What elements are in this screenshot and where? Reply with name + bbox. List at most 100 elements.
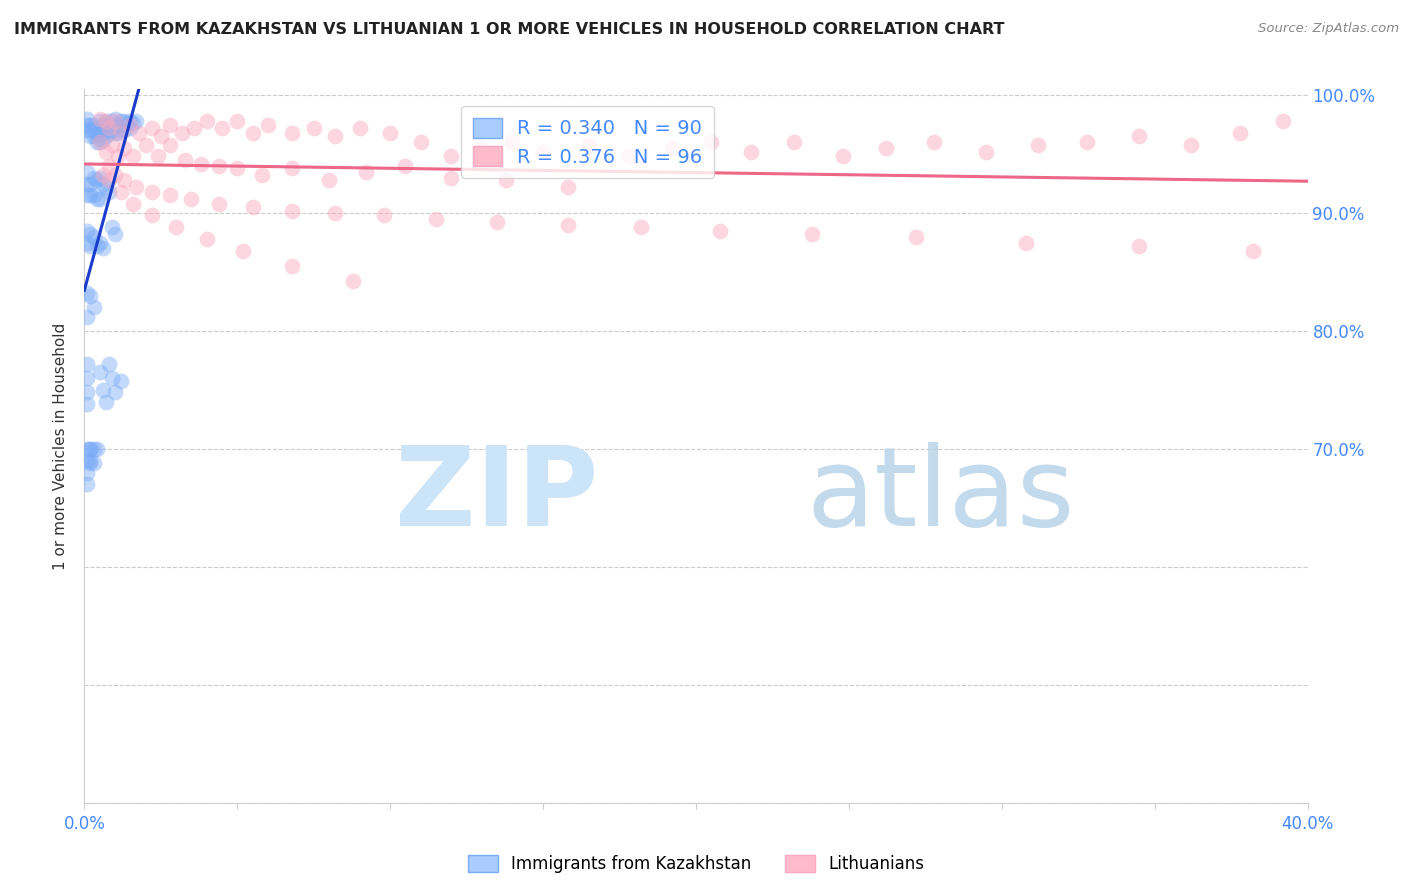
Point	[1028, 137, 1050, 152]
Point	[281, 161, 304, 176]
Point	[89, 136, 111, 150]
Point	[112, 141, 135, 155]
Point	[76, 310, 98, 324]
Point	[165, 220, 187, 235]
Point	[557, 180, 579, 194]
Point	[94, 145, 117, 159]
Point	[86, 127, 108, 141]
Point	[79, 129, 101, 144]
Point	[97, 185, 120, 199]
Point	[107, 118, 129, 132]
Point	[486, 215, 509, 229]
Point	[104, 126, 127, 140]
Point	[89, 112, 111, 126]
Point	[924, 136, 946, 150]
Point	[146, 149, 169, 163]
Point	[76, 165, 98, 179]
Point	[83, 123, 105, 137]
Point	[76, 235, 98, 250]
Point	[112, 114, 135, 128]
Point	[1180, 137, 1202, 152]
Text: IMMIGRANTS FROM KAZAKHSTAN VS LITHUANIAN 1 OR MORE VEHICLES IN HOUSEHOLD CORRELA: IMMIGRANTS FROM KAZAKHSTAN VS LITHUANIAN…	[14, 22, 1004, 37]
Point	[502, 136, 524, 150]
Point	[195, 114, 218, 128]
Point	[281, 203, 304, 218]
Point	[79, 123, 101, 137]
Point	[86, 173, 108, 187]
Point	[709, 224, 731, 238]
Point	[1241, 244, 1264, 258]
Point	[76, 371, 98, 385]
Point	[141, 121, 163, 136]
Point	[91, 126, 114, 140]
Point	[440, 149, 463, 163]
Point	[159, 137, 181, 152]
Point	[125, 180, 148, 194]
Point	[76, 477, 98, 491]
Point	[89, 170, 111, 185]
Point	[101, 114, 124, 128]
Point	[120, 114, 142, 128]
Point	[83, 442, 105, 456]
Point	[617, 149, 640, 163]
Point	[91, 169, 114, 183]
Point	[79, 227, 101, 242]
Point	[76, 123, 98, 137]
Point	[83, 301, 105, 315]
Point	[83, 118, 105, 132]
Point	[495, 173, 517, 187]
Point	[578, 137, 600, 152]
Point	[630, 220, 652, 235]
Point	[323, 129, 346, 144]
Point	[104, 385, 127, 400]
Point	[97, 173, 120, 187]
Point	[104, 118, 127, 132]
Text: atlas: atlas	[806, 442, 1074, 549]
Point	[226, 161, 249, 176]
Point	[257, 118, 280, 132]
Point	[83, 188, 105, 202]
Point	[195, 232, 218, 246]
Point	[120, 118, 142, 132]
Point	[104, 169, 127, 183]
Point	[76, 112, 98, 126]
Point	[349, 121, 371, 136]
Point	[831, 149, 853, 163]
Point	[83, 170, 105, 185]
Point	[86, 239, 108, 253]
Point	[128, 126, 150, 140]
Point	[79, 188, 101, 202]
Point	[97, 357, 120, 371]
Point	[783, 136, 806, 150]
Point	[101, 220, 124, 235]
Point	[211, 121, 233, 136]
Point	[76, 188, 98, 202]
Point	[1128, 239, 1150, 253]
Point	[94, 129, 117, 144]
Point	[97, 126, 120, 140]
Point	[107, 149, 129, 163]
Point	[440, 170, 463, 185]
Point	[174, 153, 197, 167]
Point	[101, 137, 124, 152]
Point	[141, 185, 163, 199]
Point	[101, 371, 124, 385]
Point	[110, 374, 132, 388]
Point	[76, 286, 98, 301]
Point	[471, 141, 494, 155]
Point	[183, 121, 205, 136]
Point	[91, 242, 114, 256]
Point	[190, 156, 212, 170]
Point	[76, 385, 98, 400]
Point	[801, 227, 824, 242]
Point	[208, 196, 231, 211]
Point	[107, 126, 129, 140]
Point	[89, 365, 111, 379]
Point	[91, 118, 114, 132]
Point	[354, 165, 377, 179]
Point	[83, 129, 105, 144]
Point	[89, 127, 111, 141]
Point	[79, 177, 101, 191]
Point	[1229, 126, 1251, 140]
Point	[89, 192, 111, 206]
